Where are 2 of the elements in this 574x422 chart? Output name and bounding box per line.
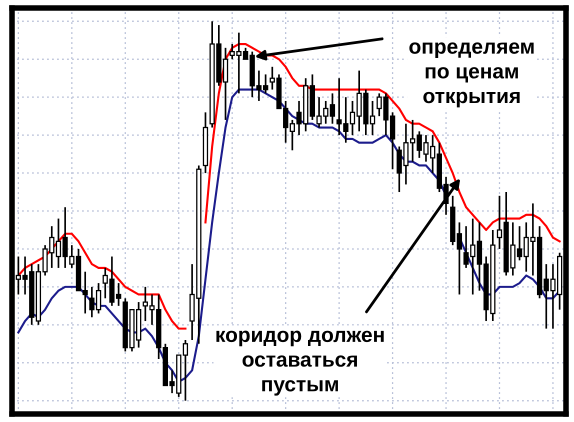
annotation: определяем по ценам открытия xyxy=(409,42,534,108)
annotation: коридор должен оставаться пустым xyxy=(216,330,384,396)
